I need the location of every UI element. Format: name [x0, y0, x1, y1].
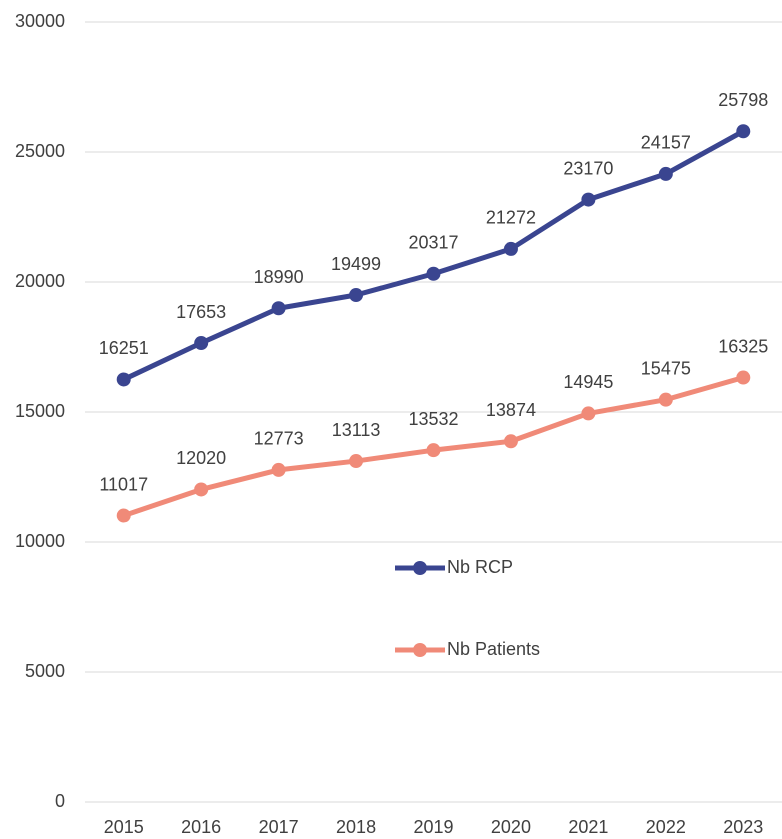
- data-point: [581, 192, 596, 207]
- x-tick-label: 2023: [723, 817, 763, 837]
- y-tick-label: 15000: [15, 401, 65, 421]
- x-tick-label: 2017: [259, 817, 299, 837]
- x-tick-label: 2022: [646, 817, 686, 837]
- data-point: [271, 462, 286, 477]
- x-tick-label: 2020: [491, 817, 531, 837]
- x-tick-label: 2016: [181, 817, 221, 837]
- data-point: [503, 241, 518, 256]
- data-point: [658, 166, 673, 181]
- data-label: 19499: [331, 254, 381, 274]
- y-tick-label: 10000: [15, 531, 65, 551]
- data-label: 18990: [254, 267, 304, 287]
- data-point: [194, 482, 209, 497]
- data-label: 21272: [486, 208, 536, 228]
- data-label: 20317: [408, 233, 458, 253]
- data-point: [349, 454, 364, 469]
- data-label: 17653: [176, 302, 226, 322]
- y-tick-label: 20000: [15, 271, 65, 291]
- y-tick-label: 25000: [15, 141, 65, 161]
- legend-label: Nb Patients: [447, 639, 540, 659]
- data-label: 13874: [486, 400, 536, 420]
- data-point: [736, 124, 751, 139]
- data-point: [116, 372, 131, 387]
- legend-label: Nb RCP: [447, 557, 513, 577]
- data-point: [426, 443, 441, 458]
- data-label: 14945: [563, 372, 613, 392]
- data-point: [426, 266, 441, 281]
- legend-marker: [413, 561, 427, 575]
- data-label: 11017: [99, 474, 148, 494]
- data-label: 15475: [641, 358, 691, 378]
- y-tick-label: 0: [55, 791, 65, 811]
- legend-marker: [413, 643, 427, 657]
- data-point: [271, 301, 286, 316]
- data-label: 24157: [641, 133, 691, 153]
- data-label: 25798: [718, 90, 768, 110]
- series-line: [122, 129, 745, 382]
- x-tick-label: 2021: [568, 817, 608, 837]
- data-label: 13532: [408, 409, 458, 429]
- data-label: 12773: [254, 429, 304, 449]
- data-label: 23170: [563, 158, 613, 178]
- data-point: [736, 370, 751, 385]
- data-point: [503, 434, 518, 449]
- x-tick-label: 2018: [336, 817, 376, 837]
- data-point: [581, 406, 596, 421]
- x-tick-label: 2015: [104, 817, 144, 837]
- x-tick-label: 2019: [413, 817, 453, 837]
- y-tick-label: 30000: [15, 11, 65, 31]
- data-point: [349, 288, 364, 303]
- y-tick-label: 5000: [25, 661, 65, 681]
- data-point: [194, 336, 209, 351]
- data-point: [116, 508, 131, 523]
- data-label: 13113: [332, 420, 381, 440]
- data-point: [658, 392, 673, 407]
- data-label: 16325: [718, 336, 768, 356]
- data-label: 12020: [176, 448, 226, 468]
- data-label: 16251: [99, 338, 149, 358]
